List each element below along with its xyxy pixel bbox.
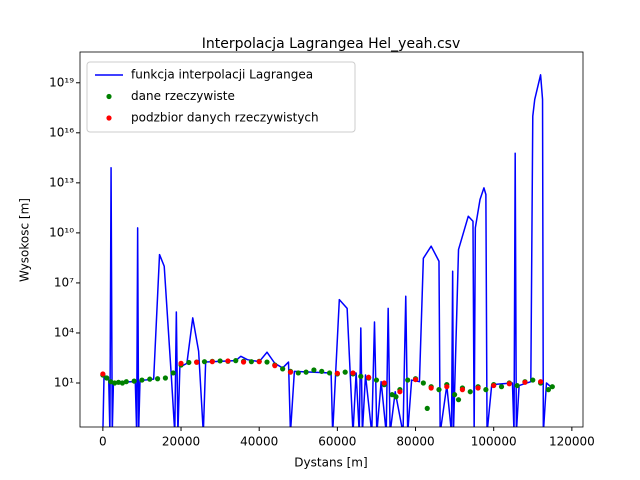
axes-frame: [79, 51, 584, 428]
data-point: [225, 358, 231, 364]
y-tick-label: 10¹⁹: [49, 75, 74, 89]
data-point: [389, 392, 395, 398]
legend-label: podzbior danych rzeczywistych: [131, 111, 319, 125]
legend-label: funkcja interpolacji Lagrangea: [131, 68, 313, 82]
x-axis-label: Dystans [m]: [294, 456, 367, 470]
y-axis-label: Wysokosc [m]: [18, 198, 32, 282]
x-tick-label: 0: [99, 435, 107, 449]
data-point: [506, 381, 512, 387]
x-tick-label: 60000: [318, 435, 356, 449]
data-point: [217, 358, 223, 364]
data-point: [170, 370, 176, 376]
interpolation-line: [102, 74, 553, 427]
data-point: [256, 359, 262, 365]
data-point: [491, 382, 497, 389]
data-point: [162, 375, 168, 381]
data-point: [514, 382, 520, 389]
data-point: [115, 379, 122, 385]
data-point: [240, 359, 247, 365]
data-point: [123, 379, 129, 385]
data-point: [201, 359, 208, 365]
data-point: [498, 384, 505, 390]
legend-label: dane rzeczywiste: [131, 89, 235, 103]
x-tick-label: 100000: [471, 435, 517, 449]
data-point: [459, 387, 466, 393]
data-point: [405, 377, 411, 383]
data-point: [280, 366, 286, 372]
x-tick-label: 20000: [162, 435, 200, 449]
data-point: [342, 369, 348, 375]
data-point: [303, 369, 309, 375]
y-tick-label: 10¹: [54, 375, 74, 389]
data-point: [397, 389, 403, 395]
data-point: [295, 370, 301, 376]
data-point: [381, 380, 387, 386]
data-point: [154, 376, 161, 382]
legend-marker: [106, 115, 112, 121]
data-point: [420, 380, 426, 386]
data-point: [209, 359, 215, 365]
data-point: [264, 359, 270, 365]
data-point: [104, 375, 110, 381]
x-tick-label: 80000: [396, 435, 434, 449]
data-point: [319, 368, 325, 374]
data-point: [108, 379, 114, 385]
data-point: [467, 389, 473, 395]
data-point: [248, 359, 254, 365]
data-point: [436, 387, 442, 393]
data-point: [272, 363, 278, 369]
data-point: [358, 373, 364, 379]
legend-box: [86, 61, 356, 133]
data-point: [311, 367, 317, 373]
data-point: [111, 380, 118, 386]
data-point: [530, 377, 536, 383]
data-point: [139, 377, 145, 383]
data-point: [186, 359, 192, 366]
data-point: [483, 387, 489, 393]
data-point: [537, 379, 544, 385]
x-tick-label: 40000: [240, 435, 278, 449]
data-point: [366, 374, 372, 380]
data-point: [428, 385, 434, 391]
data-point: [522, 379, 528, 385]
data-point: [444, 384, 450, 390]
data-point: [194, 359, 200, 365]
data-point: [287, 369, 294, 375]
y-tick-label: 10¹³: [49, 175, 74, 189]
data-point: [373, 377, 380, 383]
data-point: [424, 405, 430, 411]
y-tick-label: 10¹⁶: [49, 125, 74, 139]
data-point: [549, 384, 555, 390]
data-point: [147, 376, 153, 382]
data-point: [119, 380, 126, 386]
data-point: [233, 358, 239, 364]
y-tick-label: 10¹⁰: [49, 225, 74, 239]
y-tick-label: 10⁴: [54, 325, 74, 339]
x-tick-label: 120000: [549, 435, 595, 449]
data-point: [545, 387, 552, 393]
legend-marker: [106, 93, 112, 100]
data-point: [455, 397, 462, 403]
data-point: [475, 385, 481, 391]
y-tick-label: 10⁷: [54, 275, 74, 289]
data-point: [412, 376, 419, 383]
data-point: [350, 370, 356, 376]
data-point: [131, 378, 137, 384]
chart-title: Interpolacja Lagrangea Hel_yeah.csv: [202, 36, 461, 52]
plot-area: [100, 74, 555, 427]
data-point: [326, 370, 333, 376]
data-point: [334, 370, 340, 376]
data-point: [452, 392, 458, 398]
data-point: [393, 394, 399, 400]
data-point: [100, 371, 106, 377]
data-point: [178, 360, 184, 366]
